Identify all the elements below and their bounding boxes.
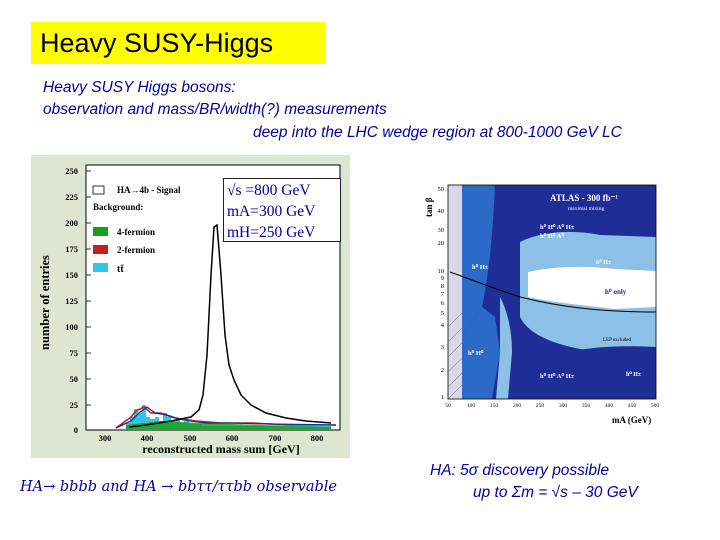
y-tick: 3 [441,344,444,351]
x-axis-label: reconstructed mass sum [GeV] [142,442,299,456]
y-axis-label: number of entries [38,255,52,350]
x-tick: 500 [184,433,197,443]
y-tick: 10 [438,268,445,275]
x-tick: 450 [628,403,637,409]
plot-subtitle: maximal mixing [568,206,604,212]
y-tick: 25 [70,400,79,410]
caption-left: HA→ bbbb and HA → bbττ/ττbb observable [20,479,337,495]
histogram-signal-line [128,223,332,428]
x-tick: 400 [605,403,614,409]
legend-2fermion-swatch [93,245,108,254]
plot-title: ATLAS - 300 fb⁻¹ [550,193,618,203]
legend-2fermion-label: 2-fermion [117,245,155,255]
legend-ttbar-swatch [93,263,108,272]
subtitle-line-2: observation and mass/BR/width(?) measure… [43,101,387,118]
y-tick: 1 [441,394,444,401]
subtitle-line-3: deep into the LHC wedge region at 800-10… [253,124,622,141]
discovery-regions [448,185,657,399]
x-axis-label: mA (GeV) [612,415,651,425]
region-label: h⁰ H± [626,371,642,378]
x-tick: 250 [536,403,545,409]
legend-4fermion-label: 4-fermion [117,227,155,237]
y-tick: 5 [441,310,444,317]
histogram-background-bars [115,405,337,430]
x-tick: 400 [141,433,154,443]
y-tick: 9 [441,275,444,282]
y-tick: 6 [441,300,445,307]
y-tick: 225 [65,192,78,202]
region-label: h⁰ H⁰ A⁰ H± [540,372,575,380]
x-tick: 100 [467,403,476,409]
y-tick: 20 [438,240,445,247]
region-label: h⁰ H⁰ [468,349,484,357]
slide-title: Heavy SUSY-Higgs [31,22,325,64]
y-tick: 40 [438,208,445,215]
x-tick: 200 [513,403,522,409]
param-mA: mA=300 GeV [227,203,316,220]
y-tick: 75 [70,348,79,358]
legend-background-label: Background: [93,202,143,212]
param-mH: mH=250 GeV [227,224,316,241]
y-axis-label: tan β [424,197,434,217]
y-tick: 8 [441,283,444,290]
y-tick: 0 [74,425,78,435]
region-label-h-only: h⁰ only [605,288,627,296]
y-tick: 250 [65,166,78,176]
y-tick: 150 [65,270,78,280]
x-tick: 600 [226,433,239,443]
y-tick-labels: 50 40 30 20 10 9 8 7 6 5 4 3 2 1 [438,186,445,401]
x-tick: 150 [490,403,499,409]
y-tick: 50 [438,186,445,193]
lep-excluded-label: LEP excluded [603,338,632,343]
legend-signal-swatch [92,185,105,195]
x-tick: 500 [651,403,660,409]
y-tick: 100 [65,322,78,332]
legend-4fermion-swatch [93,227,108,236]
x-tick: 700 [269,433,282,443]
parameter-box: √s =800 GeV mA=300 GeV mH=250 GeV [223,178,341,242]
x-tick: 300 [99,433,112,443]
lep-hatching [447,312,463,400]
region-label: h⁰ H⁰ A⁰ H± [540,223,575,231]
x-tick: 800 [311,433,324,443]
x-tick: 50 [445,403,451,409]
x-tick-labels: 300 400 500 600 700 800 [99,433,324,443]
y-tick: 200 [65,218,78,228]
region-label: h⁰ H⁰ A⁰ [540,232,564,240]
y-tick: 175 [65,244,78,254]
y-tick: 4 [441,322,445,329]
y-tick: 2 [441,367,444,374]
legend-ttbar-label: tt̄ [117,264,124,275]
subtitle-line-1: Heavy SUSY Higgs bosons: [43,79,236,96]
plot-frame [447,184,657,400]
y-tick: 125 [65,296,78,306]
y-tick: 50 [70,374,79,384]
x-tick: 350 [582,403,591,409]
y-tick: 7 [441,291,445,298]
legend-signal-label: HA→4b - Signal [117,185,181,195]
caption-right-line-2: up to Σm = √s – 30 GeV [473,484,638,501]
x-tick: 300 [559,403,568,409]
region-label: h⁰ H± [596,259,612,266]
region-labels: h⁰ H⁰ A⁰ H± h⁰ H⁰ A⁰ h⁰ H± h⁰ H± h⁰ H⁰ h… [468,223,642,380]
caption-right-line-1: HA: 5σ discovery possible [430,462,610,479]
x-tick-labels: 50 100 150 200 250 300 350 400 450 500 [445,403,659,409]
y-tick-labels: 250 225 200 175 150 125 100 75 50 25 0 [65,166,78,435]
y-tick-marks [86,170,91,406]
param-sqrt-s: √s =800 GeV [227,182,311,199]
region-label: h⁰ H± [472,263,489,271]
y-tick: 30 [438,227,445,234]
tanbeta-ma-plot: 50 40 30 20 10 9 8 7 6 5 4 3 2 1 tan β 5… [400,177,665,430]
tanbeta-ma-svg: 50 40 30 20 10 9 8 7 6 5 4 3 2 1 tan β 5… [400,177,665,430]
